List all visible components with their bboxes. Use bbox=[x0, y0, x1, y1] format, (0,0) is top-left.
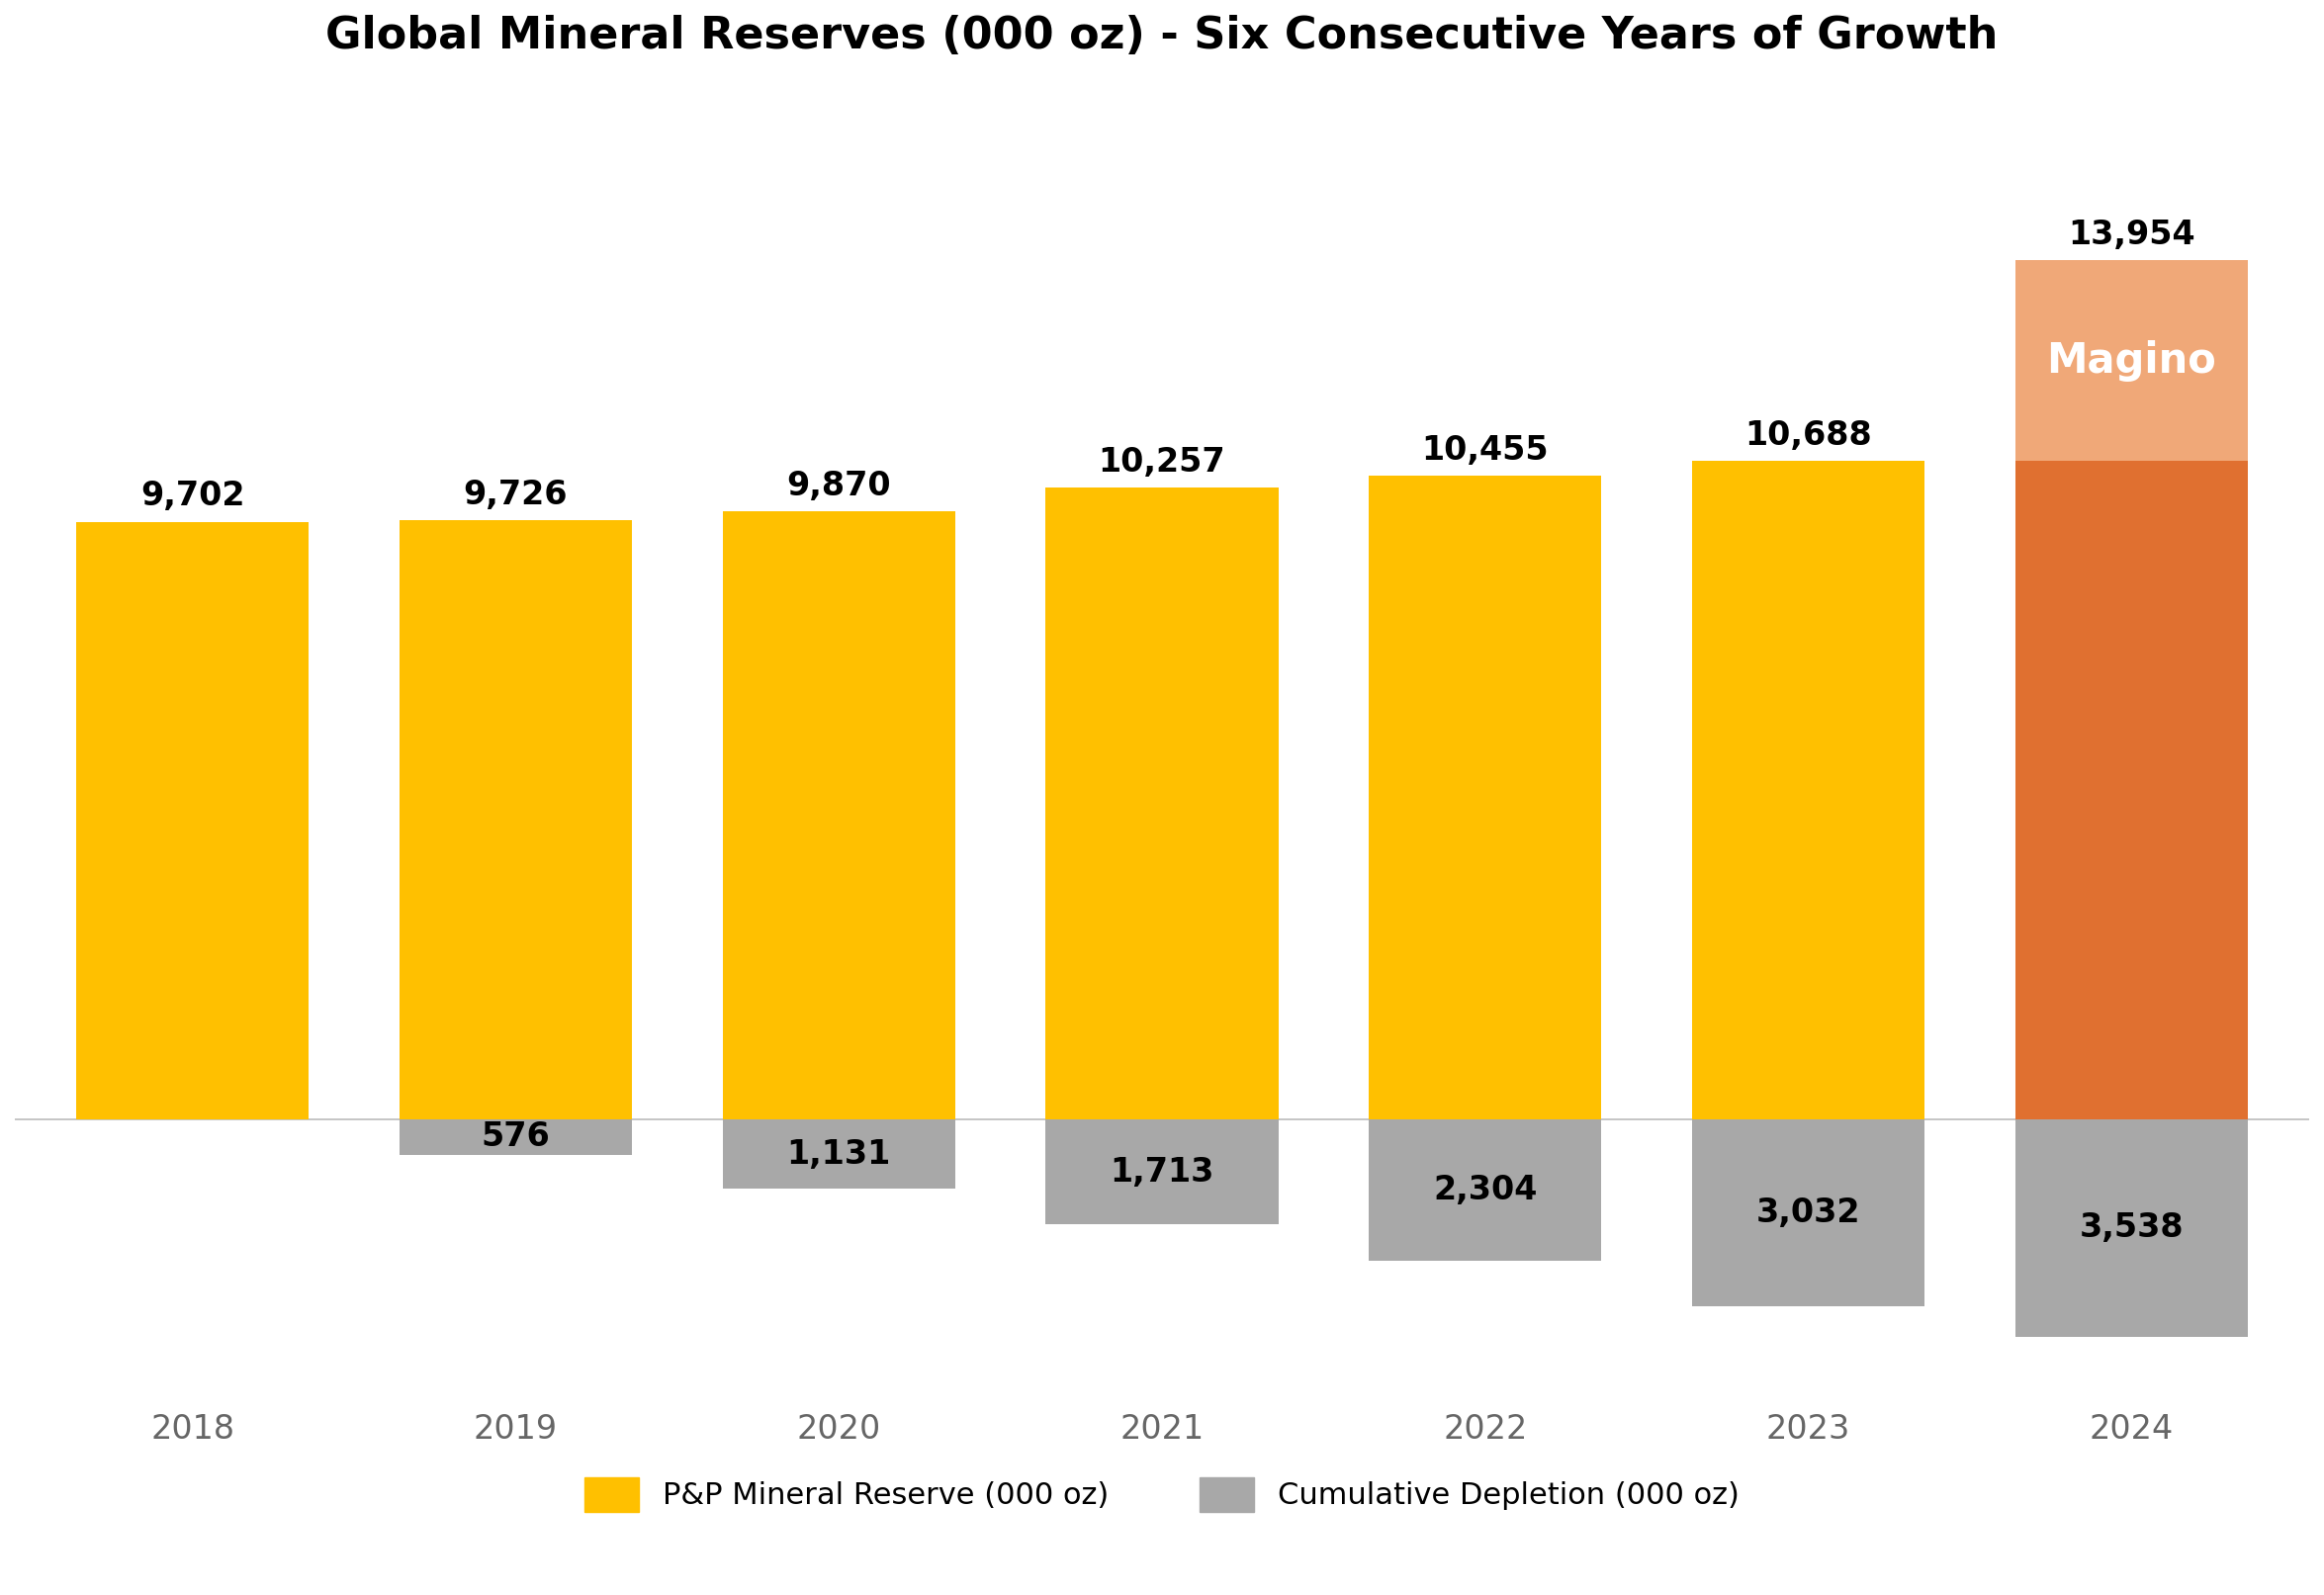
Bar bbox=[723, 512, 955, 1120]
Text: 2019: 2019 bbox=[474, 1413, 558, 1445]
Text: 10,688: 10,688 bbox=[1745, 419, 1871, 451]
Text: 9,870: 9,870 bbox=[786, 469, 890, 502]
Text: 2023: 2023 bbox=[1766, 1413, 1850, 1445]
Bar bbox=[400, 1120, 632, 1155]
Bar bbox=[2015, 260, 2247, 461]
Text: 2018: 2018 bbox=[151, 1413, 235, 1445]
Bar bbox=[1046, 488, 1278, 1120]
Text: 10,257: 10,257 bbox=[1099, 447, 1225, 478]
Bar bbox=[1692, 1120, 1924, 1306]
Title: Global Mineral Reserves (000 oz) - Six Consecutive Years of Growth: Global Mineral Reserves (000 oz) - Six C… bbox=[325, 14, 1999, 57]
Text: 2020: 2020 bbox=[797, 1413, 881, 1445]
Bar bbox=[2015, 1120, 2247, 1337]
Text: 1,131: 1,131 bbox=[788, 1137, 890, 1171]
Bar bbox=[400, 520, 632, 1120]
Text: 10,455: 10,455 bbox=[1422, 434, 1548, 466]
Bar bbox=[1369, 1120, 1601, 1262]
Text: 2,304: 2,304 bbox=[1434, 1174, 1536, 1206]
Text: 2024: 2024 bbox=[2089, 1413, 2173, 1445]
Bar bbox=[77, 522, 309, 1120]
Bar bbox=[2015, 461, 2247, 1120]
Text: Magino: Magino bbox=[2047, 340, 2217, 381]
Text: 3,032: 3,032 bbox=[1757, 1196, 1862, 1228]
Bar bbox=[1046, 1120, 1278, 1225]
Bar bbox=[1369, 475, 1601, 1120]
Text: 13,954: 13,954 bbox=[2068, 219, 2196, 250]
Text: 9,702: 9,702 bbox=[139, 480, 244, 512]
Text: 2021: 2021 bbox=[1120, 1413, 1204, 1445]
Text: 2022: 2022 bbox=[1443, 1413, 1527, 1445]
Bar bbox=[1692, 461, 1924, 1120]
Text: 1,713: 1,713 bbox=[1111, 1156, 1213, 1188]
Text: 576: 576 bbox=[481, 1121, 551, 1153]
Bar bbox=[723, 1120, 955, 1188]
Legend: P&P Mineral Reserve (000 oz), Cumulative Depletion (000 oz): P&P Mineral Reserve (000 oz), Cumulative… bbox=[572, 1464, 1752, 1523]
Text: 3,538: 3,538 bbox=[2080, 1212, 2185, 1244]
Text: 9,726: 9,726 bbox=[462, 478, 567, 510]
